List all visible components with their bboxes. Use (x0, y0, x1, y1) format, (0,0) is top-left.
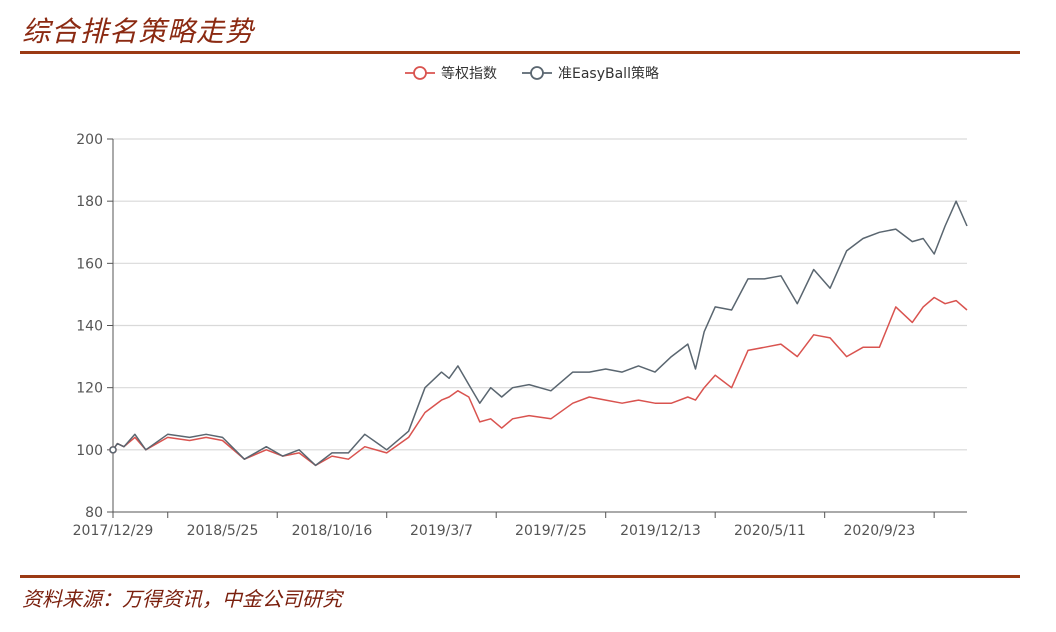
y-tick-label: 140 (76, 319, 103, 335)
x-tick-label: 2018/5/25 (187, 523, 259, 539)
y-tick-label: 100 (76, 443, 103, 459)
x-tick-label: 2017/12/29 (73, 523, 154, 539)
chart-grid (113, 138, 967, 451)
page-title: 综合排名策略走势 (22, 15, 255, 48)
y-axis-labels: 80 100 120 140 160 180 200 (76, 132, 103, 521)
x-tick-label: 2020/9/23 (844, 523, 916, 539)
x-tick-label: 2018/10/16 (292, 523, 373, 539)
chart-series (109, 200, 968, 467)
x-axis-labels: 2017/12/29 2018/5/25 2018/10/16 2019/3/7 201… (73, 523, 916, 539)
y-tick-label: 160 (76, 256, 103, 272)
legend-label: 准EasyBall策略 (558, 65, 659, 82)
chart-legend: 等权指数 准EasyBall策略 (405, 65, 659, 82)
header-rule (20, 51, 1020, 54)
x-tick-label: 2019/12/13 (620, 523, 701, 539)
series-line-strategy (112, 200, 968, 467)
chart-axes (107, 138, 967, 518)
legend-marker (413, 66, 427, 80)
y-tick-label: 200 (76, 132, 103, 148)
legend-marker (530, 66, 544, 80)
x-tick-label: 2020/5/11 (734, 523, 806, 539)
y-tick-label: 120 (76, 381, 103, 397)
y-tick-label: 180 (76, 194, 103, 210)
series-line-equal-weight (112, 296, 968, 467)
footer-rule (20, 575, 1020, 578)
y-tick-label: 80 (85, 505, 103, 521)
source-note: 资料来源：万得资讯，中金公司研究 (22, 587, 342, 611)
x-tick-label: 2019/3/7 (410, 523, 473, 539)
x-tick-label: 2019/7/25 (515, 523, 587, 539)
legend-label: 等权指数 (441, 65, 497, 82)
series-start-marker (109, 446, 117, 454)
